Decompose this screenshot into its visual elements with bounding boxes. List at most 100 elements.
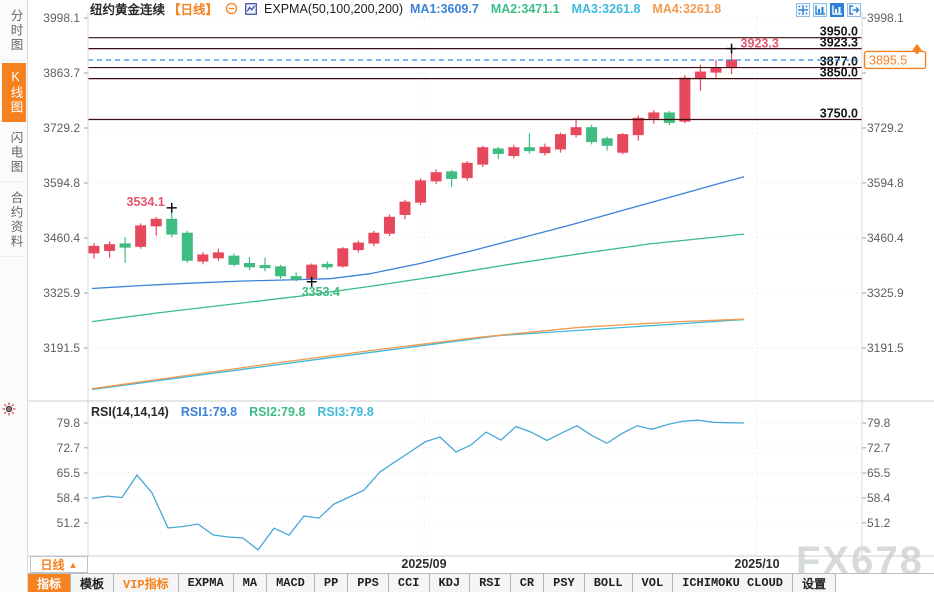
candle-body: [104, 244, 116, 251]
tab-BOLL[interactable]: BOLL: [584, 574, 633, 592]
tab-CCI[interactable]: CCI: [388, 574, 430, 592]
candle-body: [88, 245, 100, 254]
sidebar: 分时图 K线图 闪电图 合约资料: [0, 0, 28, 592]
candle-body: [166, 218, 178, 235]
sidebar-item-1[interactable]: K线图: [1, 62, 26, 122]
rsi-series-values: RSI1:79.8 RSI2:79.8 RSI3:79.8: [181, 405, 374, 419]
indicator-label: EXPMA(50,100,200,200): [264, 1, 404, 16]
y-axis-label-left: 3729.2: [43, 121, 80, 135]
chart-axes-icon[interactable]: [813, 3, 827, 17]
tab-PSY[interactable]: PSY: [544, 574, 585, 592]
tab-VOL[interactable]: VOL: [632, 574, 674, 592]
y-axis-label-left: 3594.8: [43, 176, 80, 190]
rsi-title: RSI(14,14,14): [91, 405, 169, 419]
candle-body: [383, 216, 395, 234]
candle-body: [430, 172, 442, 182]
candle-body: [446, 171, 458, 179]
ma-value-2: MA2:3471.1: [490, 1, 560, 16]
ma-values: MA1:3609.7 MA2:3471.1 MA3:3261.8 MA4:3261.8: [410, 2, 721, 16]
candle-body: [492, 148, 504, 154]
y-axis-label-left: 3460.4: [43, 231, 80, 245]
x-axis-date-label: 2025/09: [401, 557, 446, 571]
y-axis-label-left: 3191.5: [43, 341, 80, 355]
annotation-label: 3353.4: [302, 285, 340, 299]
candle-body: [601, 138, 613, 146]
candle-body: [477, 147, 489, 165]
rsi-axis-label-right: 65.5: [867, 466, 891, 480]
candle-body: [306, 264, 318, 279]
tab-指标[interactable]: 指标: [28, 574, 72, 592]
candle-body: [461, 162, 473, 179]
collapse-minus-icon[interactable]: [225, 2, 238, 15]
crosshair-icon[interactable]: [796, 3, 810, 17]
rsi-axis-label-left: 65.5: [57, 466, 81, 480]
y-axis-label-right: 3460.4: [867, 231, 904, 245]
annotation-label: 3534.1: [127, 195, 165, 209]
candle-body: [275, 266, 287, 277]
y-axis-label-left: 3863.7: [43, 66, 80, 80]
candle-body: [119, 243, 131, 248]
rsi-axis-label-right: 79.8: [867, 416, 891, 430]
sidebar-item-0[interactable]: 分时图: [1, 2, 26, 61]
candle-body: [726, 59, 738, 69]
candle-body: [181, 232, 193, 261]
candle-body: [337, 248, 349, 267]
candle-body: [570, 127, 582, 136]
tab-PP[interactable]: PP: [314, 574, 349, 592]
sidebar-item-3[interactable]: 合约资料: [1, 184, 26, 257]
candle-body: [539, 146, 551, 154]
price-level-label: 3750.0: [820, 107, 858, 121]
rsi-curve: [91, 419, 745, 551]
tab-ICHIMOKU CLOUD[interactable]: ICHIMOKU CLOUD: [673, 574, 793, 592]
rsi-header: RSI(14,14,14) RSI1:79.8 RSI2:79.8 RSI3:79.…: [91, 405, 374, 419]
tab-模板[interactable]: 模板: [71, 574, 115, 592]
candle-body: [586, 127, 598, 143]
rsi-axis-label-right: 51.2: [867, 516, 891, 530]
current-price-value: 3895.5: [869, 53, 907, 67]
tab-MA[interactable]: MA: [233, 574, 268, 592]
tab-PPS[interactable]: PPS: [348, 574, 389, 592]
tab-设置[interactable]: 设置: [792, 574, 836, 592]
period-selector-button[interactable]: 日线 ▲: [30, 556, 88, 573]
tab-VIP指标[interactable]: VIP指标: [114, 574, 179, 592]
x-axis-date-label: 2025/10: [734, 557, 779, 571]
rsi-axis-label-left: 58.4: [57, 491, 81, 505]
y-axis-label-right: 3729.2: [867, 121, 904, 135]
candle-body: [710, 67, 722, 73]
candle-body: [555, 134, 566, 150]
tab-MACD[interactable]: MACD: [267, 574, 315, 592]
candle-body: [290, 276, 302, 280]
sidebar-item-2[interactable]: 闪电图: [1, 124, 26, 182]
tab-KDJ[interactable]: KDJ: [429, 574, 471, 592]
indicator-settings-sun-icon[interactable]: [2, 402, 16, 416]
chevron-up-icon: ▲: [68, 559, 78, 570]
chart-toolbar: [796, 3, 861, 17]
y-axis-label-left: 3325.9: [43, 286, 80, 300]
price-level-label: 3877.0: [820, 55, 858, 69]
tab-RSI[interactable]: RSI: [470, 574, 511, 592]
indicator-chart-icon[interactable]: [245, 2, 257, 15]
detach-window-icon[interactable]: [847, 3, 861, 17]
period-tag: 【日线】: [168, 3, 219, 17]
candle-body: [368, 232, 380, 244]
candle-body: [212, 252, 224, 259]
y-axis-label-right: 3325.9: [867, 286, 904, 300]
candle-body: [508, 147, 520, 157]
y-axis-label-right: 3998.1: [867, 11, 904, 25]
ma-line-MA1: [91, 176, 745, 290]
price-level-label: 3923.3: [820, 36, 858, 50]
price-up-arrow-stem: [915, 50, 919, 54]
rsi-axis-label-left: 51.2: [57, 516, 81, 530]
candle-body: [228, 255, 240, 265]
candle-body: [135, 225, 147, 247]
tab-CR[interactable]: CR: [510, 574, 545, 592]
rsi-value-1: RSI1:79.8: [180, 405, 238, 419]
tab-EXPMA[interactable]: EXPMA: [178, 574, 234, 592]
candle-body: [694, 71, 706, 79]
price-up-arrow-icon: [912, 43, 922, 51]
ma-value-3: MA3:3261.8: [571, 1, 641, 16]
rsi-value-2: RSI2:79.8: [249, 405, 306, 419]
chart-axes-filled-icon[interactable]: [830, 3, 844, 17]
